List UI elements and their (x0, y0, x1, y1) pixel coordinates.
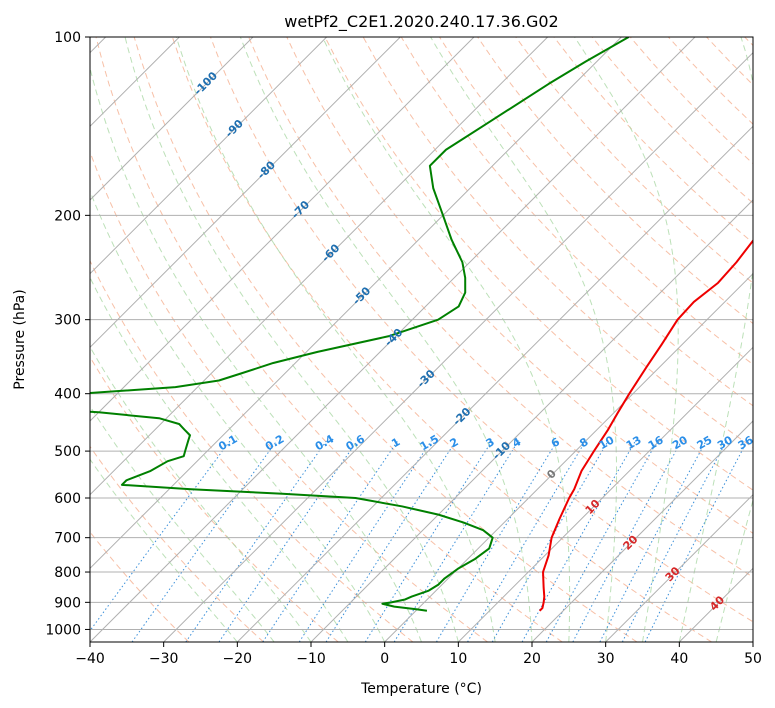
plot-area (90, 37, 753, 642)
mixing-ratio-line (521, 440, 637, 642)
x-tick-label: −20 (223, 651, 253, 667)
dry-adiabat-line (95, 37, 563, 642)
dry-adiabat-line (90, 356, 339, 642)
isotherm-line (90, 37, 622, 570)
mixing-ratio-line (364, 440, 493, 642)
y-tick-label: 400 (54, 387, 81, 403)
moist-adiabat-line (322, 37, 571, 642)
mixing-ratio-line (218, 440, 358, 642)
moist-adiabat-line (124, 37, 459, 642)
plot-frame (89, 36, 754, 643)
isotherm-line (236, 125, 753, 642)
x-tick-label: 30 (597, 651, 615, 667)
y-tick-label: 500 (54, 444, 81, 460)
isotherm-line (90, 37, 549, 496)
isotherm-line (90, 37, 401, 349)
x-axis-label: Temperature (°C) (360, 681, 482, 697)
x-tick-label: 0 (380, 651, 389, 667)
isotherm-line (310, 199, 753, 642)
moist-adiabat-line (574, 37, 679, 642)
isotherm-line (90, 37, 696, 642)
x-tick-label: 40 (670, 651, 688, 667)
dry-adiabat-line (324, 37, 753, 491)
mixing-ratio-line (325, 440, 457, 642)
dry-adiabat-line (133, 37, 638, 642)
temperature-profile (538, 239, 753, 612)
x-tick-label: −30 (149, 651, 179, 667)
mixing-ratio-line (545, 440, 659, 642)
isotherm-line (163, 51, 753, 642)
dry-adiabat-line (210, 37, 753, 623)
isotherm-line (531, 420, 753, 642)
mixing-ratio-line (644, 440, 748, 642)
dry-adiabat-line (90, 445, 264, 642)
isotherms (90, 37, 753, 642)
isotherm-line (90, 37, 328, 275)
y-axis-label: Pressure (hPa) (12, 289, 28, 389)
moist-adiabat-line (715, 498, 753, 642)
x-tick-label: 20 (523, 651, 541, 667)
isotherm-line (457, 346, 753, 642)
isotherm-line (90, 37, 475, 422)
mixing-ratio-line (262, 440, 399, 642)
x-tick-label: 10 (449, 651, 467, 667)
moist-adiabat-line (90, 189, 386, 642)
mixing-ratio-line (467, 440, 587, 642)
mixing-ratio-line (435, 440, 558, 642)
mixing-ratio-label: 36 (736, 433, 756, 452)
y-tick-label: 900 (54, 595, 81, 611)
y-tick-label: 800 (54, 565, 81, 581)
mixing-ratio-line (185, 440, 328, 642)
mixing-ratio-line (298, 440, 432, 642)
y-tick-label: 600 (54, 491, 81, 507)
moist-adiabat-line (90, 405, 275, 642)
moist-adiabat-line (678, 37, 753, 642)
dry-adiabat-line (90, 259, 414, 642)
y-tick-label: 300 (54, 313, 81, 329)
isobars (90, 37, 753, 630)
x-tick-label: −40 (75, 651, 105, 667)
moist-adiabat-line (239, 37, 533, 642)
y-tick-label: 1000 (45, 622, 81, 638)
dewpoint-profile (90, 37, 630, 612)
chart-title: wetPf2_C2E1.2020.240.17.36.G02 (284, 12, 558, 32)
isotherm-line (605, 493, 753, 642)
isotherm-line (90, 37, 254, 201)
x-tick-label: 50 (744, 651, 762, 667)
moist-adiabat-line (90, 276, 349, 642)
x-tick-label: −10 (296, 651, 326, 667)
isotherm-line (384, 272, 753, 642)
axes: −40 −30 −20 −10 0 10 20 30 40 50 100 200 300 400 500 60… (45, 30, 762, 667)
moist-adiabat-line (175, 37, 496, 642)
y-tick-label: 200 (54, 208, 81, 224)
dry-adiabat-line (286, 37, 753, 534)
y-tick-label: 100 (54, 30, 81, 46)
mixing-ratio-line (90, 440, 231, 632)
mixing-ratio-line (572, 440, 683, 642)
dry-adiabat-line (171, 37, 712, 642)
moist-adiabat-line (90, 458, 238, 642)
moist-adiabat-line (430, 37, 618, 642)
dry-adiabat-line (515, 37, 753, 284)
mixing-ratio-line (131, 440, 278, 642)
dry-adiabat-line (248, 37, 753, 578)
y-tick-label: 700 (54, 531, 81, 547)
dry-adiabats (90, 37, 753, 642)
